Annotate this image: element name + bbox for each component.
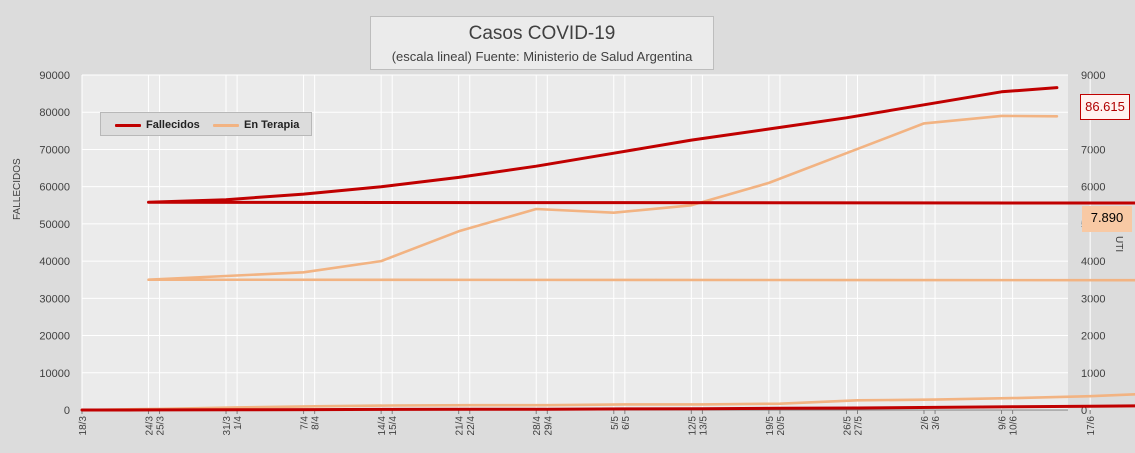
x-tick-label: 24/3: [144, 416, 155, 436]
x-tick-label: 28/4: [532, 416, 543, 436]
legend-label-fallecidos: Fallecidos: [146, 119, 200, 131]
x-tick-label: 13/5: [698, 416, 709, 436]
x-tick-label: 9/6: [998, 416, 1009, 430]
y-tick-label-right: 1000: [1081, 368, 1105, 380]
chart-title-box: Casos COVID-19 (escala lineal) Fuente: M…: [370, 16, 714, 70]
x-tick-label: 22/4: [466, 416, 477, 436]
y-tick-label-left: 60000: [39, 182, 70, 194]
y-tick-label-left: 0: [64, 405, 70, 417]
x-tick-label: 3/6: [931, 416, 942, 430]
y-tick-label-left: 30000: [39, 293, 70, 305]
y-tick-label-left: 20000: [39, 331, 70, 343]
y-tick-label-right: 6000: [1081, 182, 1105, 194]
chart-legend: Fallecidos En Terapia: [100, 112, 312, 136]
callout-deaths-last: 86.615: [1080, 94, 1130, 120]
x-tick-label: 14/4: [377, 416, 388, 436]
y-tick-label-right: 7000: [1081, 144, 1105, 156]
y-tick-label-left: 80000: [39, 107, 70, 119]
callout-icu-last: 7.890: [1082, 206, 1132, 232]
y-axis-title-left: FALLECIDOS: [12, 158, 23, 220]
legend-swatch-fallecidos: [115, 123, 141, 127]
x-tick-label: 15/4: [388, 416, 399, 436]
y-tick-label-right: 2000: [1081, 331, 1105, 343]
x-tick-label: 6/5: [621, 416, 632, 430]
x-tick-label: 12/5: [687, 416, 698, 436]
x-tick-label: 2/6: [920, 416, 931, 430]
x-tick-label: 25/3: [156, 416, 167, 436]
x-tick-label: 7/4: [300, 416, 311, 430]
y-tick-label-right: 3000: [1081, 293, 1105, 305]
y-tick-label-right: 4000: [1081, 256, 1105, 268]
x-tick-label: 17/6: [1086, 416, 1097, 436]
x-tick-label: 19/5: [765, 416, 776, 436]
y-tick-label-right: 0: [1081, 405, 1087, 417]
x-tick-label: 31/3: [222, 416, 233, 436]
x-tick-label: 29/4: [543, 416, 554, 436]
series-line-en-terapia: [80, 114, 1135, 412]
x-tick-label: 5/5: [610, 416, 621, 430]
chart-title: Casos COVID-19: [468, 23, 616, 44]
x-tick-label: 26/5: [842, 416, 853, 436]
x-tick-label: 8/4: [311, 416, 322, 430]
x-tick-label: 27/5: [854, 416, 865, 436]
x-tick-label: 18/3: [78, 416, 89, 436]
x-tick-label: 10/6: [1009, 416, 1020, 436]
legend-label-en-terapia: En Terapia: [244, 119, 300, 131]
y-tick-label-left: 90000: [39, 70, 70, 82]
legend-item-fallecidos: Fallecidos: [115, 118, 200, 132]
legend-swatch-en-terapia: [213, 123, 239, 127]
y-tick-label-left: 10000: [39, 368, 70, 380]
y-tick-label-left: 70000: [39, 144, 70, 156]
y-axis-title-right: UTI: [1113, 236, 1124, 253]
y-tick-label-right: 9000: [1081, 70, 1105, 82]
x-tick-label: 21/4: [455, 416, 466, 436]
x-tick-label: 1/4: [233, 416, 244, 430]
x-tick-label: 20/5: [776, 416, 787, 436]
legend-item-en-terapia: En Terapia: [213, 118, 299, 132]
series-line-fallecidos: [80, 86, 1135, 412]
y-tick-label-left: 50000: [39, 219, 70, 231]
y-tick-label-left: 40000: [39, 256, 70, 268]
chart-subtitle: (escala lineal) Fuente: Ministerio de Sa…: [391, 49, 693, 64]
